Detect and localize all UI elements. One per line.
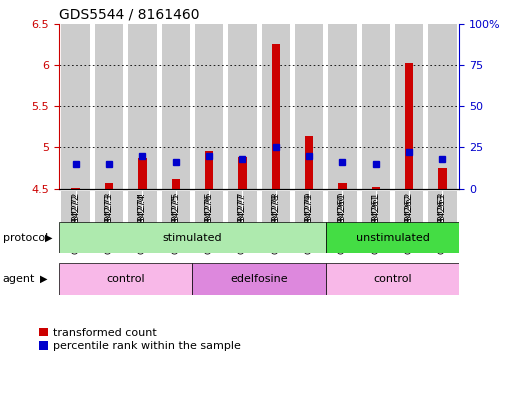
Text: ▶: ▶ xyxy=(45,233,52,243)
Bar xyxy=(326,222,459,253)
Bar xyxy=(62,191,90,250)
Bar xyxy=(192,263,326,295)
Bar xyxy=(338,183,347,189)
Bar xyxy=(271,44,280,189)
Text: GSM1084278: GSM1084278 xyxy=(271,192,280,252)
Text: GSM1084261: GSM1084261 xyxy=(371,192,380,252)
Text: GSM1084277: GSM1084277 xyxy=(238,193,247,254)
Bar xyxy=(105,183,113,189)
Bar xyxy=(95,24,123,189)
Bar xyxy=(195,191,223,250)
Bar xyxy=(362,24,390,189)
Text: GSM1084279: GSM1084279 xyxy=(305,193,313,254)
Bar xyxy=(128,24,156,189)
Bar xyxy=(228,24,256,189)
Text: GSM1084272: GSM1084272 xyxy=(71,193,80,254)
Legend: transformed count, percentile rank within the sample: transformed count, percentile rank withi… xyxy=(39,328,241,351)
Text: GSM1084261: GSM1084261 xyxy=(371,193,380,254)
Text: control: control xyxy=(373,274,412,284)
Text: GSM1084263: GSM1084263 xyxy=(438,192,447,252)
Bar xyxy=(71,188,80,189)
Text: GSM1084276: GSM1084276 xyxy=(205,192,213,252)
Text: GSM1084260: GSM1084260 xyxy=(338,193,347,254)
Bar xyxy=(295,191,323,250)
Bar xyxy=(362,191,390,250)
Bar xyxy=(428,24,457,189)
Bar xyxy=(405,63,413,189)
Bar xyxy=(328,24,357,189)
Bar xyxy=(59,263,192,295)
Bar xyxy=(59,222,326,253)
Bar xyxy=(62,24,90,189)
Text: GDS5544 / 8161460: GDS5544 / 8161460 xyxy=(59,7,200,21)
Text: GSM1084279: GSM1084279 xyxy=(305,192,313,252)
Bar xyxy=(95,191,123,250)
Bar xyxy=(205,151,213,189)
Text: agent: agent xyxy=(3,274,35,284)
Text: edelfosine: edelfosine xyxy=(230,274,288,284)
Text: ▶: ▶ xyxy=(40,274,47,284)
Text: GSM1084275: GSM1084275 xyxy=(171,193,180,254)
Text: GSM1084278: GSM1084278 xyxy=(271,193,280,254)
Text: GSM1084272: GSM1084272 xyxy=(71,192,80,252)
Bar xyxy=(128,191,156,250)
Bar xyxy=(262,24,290,189)
Text: GSM1084273: GSM1084273 xyxy=(105,192,113,252)
Bar xyxy=(228,191,256,250)
Bar xyxy=(295,24,323,189)
Bar xyxy=(262,191,290,250)
Text: GSM1084273: GSM1084273 xyxy=(105,193,113,254)
Bar xyxy=(371,187,380,189)
Text: GSM1084274: GSM1084274 xyxy=(138,192,147,252)
Bar xyxy=(238,157,247,189)
Text: GSM1084276: GSM1084276 xyxy=(205,193,213,254)
Bar xyxy=(171,179,180,189)
Bar xyxy=(162,191,190,250)
Bar xyxy=(428,191,457,250)
Text: unstimulated: unstimulated xyxy=(356,233,429,243)
Text: stimulated: stimulated xyxy=(163,233,222,243)
Text: GSM1084263: GSM1084263 xyxy=(438,193,447,254)
Bar xyxy=(195,24,223,189)
Bar xyxy=(162,24,190,189)
Bar xyxy=(395,191,423,250)
Bar xyxy=(395,24,423,189)
Bar xyxy=(326,263,459,295)
Bar xyxy=(305,136,313,189)
Text: GSM1084262: GSM1084262 xyxy=(405,193,413,254)
Text: protocol: protocol xyxy=(3,233,48,243)
Text: GSM1084262: GSM1084262 xyxy=(405,192,413,252)
Text: GSM1084277: GSM1084277 xyxy=(238,192,247,252)
Text: GSM1084274: GSM1084274 xyxy=(138,193,147,254)
Text: GSM1084275: GSM1084275 xyxy=(171,192,180,252)
Text: GSM1084260: GSM1084260 xyxy=(338,192,347,252)
Bar xyxy=(328,191,357,250)
Text: control: control xyxy=(106,274,145,284)
Bar xyxy=(138,158,147,189)
Bar xyxy=(438,168,447,189)
